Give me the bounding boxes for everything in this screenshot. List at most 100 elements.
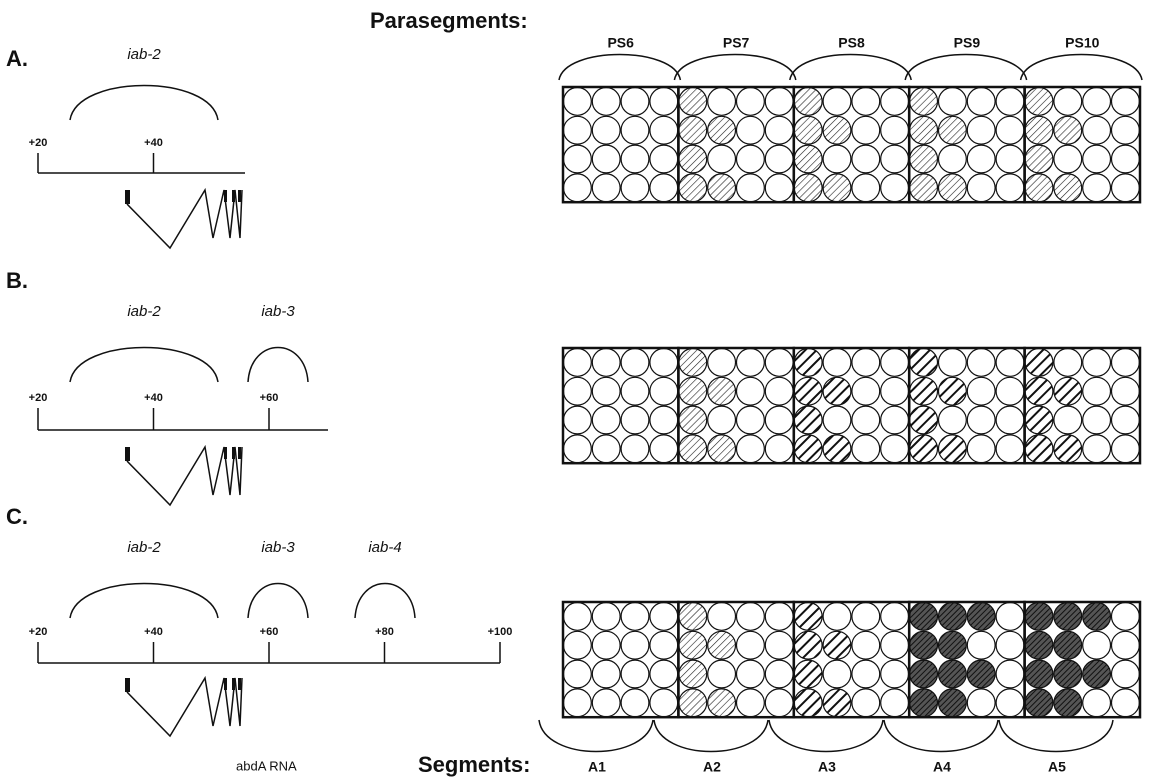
cell xyxy=(592,377,620,405)
cell xyxy=(650,660,678,688)
cell xyxy=(737,145,765,173)
coordinate-label: +60 xyxy=(260,392,279,404)
cell xyxy=(621,406,649,434)
cell xyxy=(1083,631,1111,659)
cell xyxy=(564,406,592,434)
cell xyxy=(996,88,1024,116)
cell xyxy=(708,174,736,202)
cell xyxy=(996,349,1024,377)
cell xyxy=(1083,603,1111,631)
cell xyxy=(852,377,880,405)
arc xyxy=(559,55,680,81)
cell xyxy=(737,603,765,631)
cell xyxy=(737,377,765,405)
cell xyxy=(1025,377,1053,405)
cell xyxy=(737,660,765,688)
coordinate-label: +40 xyxy=(144,392,163,404)
cell xyxy=(1025,435,1053,463)
cell xyxy=(852,603,880,631)
cell xyxy=(910,116,938,144)
cell xyxy=(881,660,909,688)
cell xyxy=(996,603,1024,631)
cell xyxy=(967,145,995,173)
cell xyxy=(621,660,649,688)
arc xyxy=(790,55,911,81)
cell xyxy=(910,631,938,659)
cell xyxy=(708,660,736,688)
cell xyxy=(765,174,793,202)
cell xyxy=(852,631,880,659)
cell xyxy=(564,174,592,202)
cell xyxy=(823,603,851,631)
cell xyxy=(765,377,793,405)
cell xyxy=(939,145,967,173)
cell xyxy=(967,603,995,631)
cell xyxy=(650,406,678,434)
exon xyxy=(232,190,235,202)
cell xyxy=(939,689,967,717)
cell xyxy=(1054,349,1082,377)
cell xyxy=(823,88,851,116)
cell xyxy=(1112,660,1140,688)
cell xyxy=(1025,689,1053,717)
cell xyxy=(564,88,592,116)
arc xyxy=(654,720,768,752)
cell xyxy=(679,145,707,173)
cell xyxy=(1054,88,1082,116)
cell xyxy=(996,406,1024,434)
cell xyxy=(852,145,880,173)
cell xyxy=(592,660,620,688)
cell xyxy=(881,689,909,717)
cell xyxy=(939,660,967,688)
coordinate-label: +20 xyxy=(29,392,48,404)
cell xyxy=(794,689,822,717)
cell xyxy=(1112,689,1140,717)
cell xyxy=(679,689,707,717)
exon xyxy=(232,447,235,459)
region-label: iab-3 xyxy=(261,539,295,556)
cell xyxy=(708,116,736,144)
cell xyxy=(823,435,851,463)
cell xyxy=(1112,631,1140,659)
arc xyxy=(674,55,795,81)
cell xyxy=(996,435,1024,463)
cell xyxy=(1054,377,1082,405)
exon xyxy=(238,678,241,690)
cell xyxy=(910,406,938,434)
arc xyxy=(70,584,218,619)
cell xyxy=(1083,145,1111,173)
coordinate-label: +20 xyxy=(29,137,48,149)
cell xyxy=(1112,603,1140,631)
cell xyxy=(564,435,592,463)
cell xyxy=(765,660,793,688)
cell xyxy=(592,88,620,116)
cell xyxy=(939,631,967,659)
cell xyxy=(679,377,707,405)
segment-label: A1 xyxy=(588,759,606,775)
cell xyxy=(592,603,620,631)
cell xyxy=(1054,660,1082,688)
cell xyxy=(1083,116,1111,144)
cell xyxy=(996,689,1024,717)
cell xyxy=(564,116,592,144)
cell xyxy=(765,116,793,144)
cell xyxy=(794,349,822,377)
cell xyxy=(1054,145,1082,173)
segment-label: A4 xyxy=(933,759,951,775)
cell xyxy=(1112,435,1140,463)
cell xyxy=(765,631,793,659)
cell xyxy=(852,689,880,717)
cell xyxy=(823,116,851,144)
cell xyxy=(823,145,851,173)
cell xyxy=(823,406,851,434)
arc xyxy=(1021,55,1142,81)
cell xyxy=(910,689,938,717)
cell xyxy=(1054,406,1082,434)
cell xyxy=(881,174,909,202)
cell xyxy=(564,145,592,173)
cell xyxy=(708,377,736,405)
cell xyxy=(1025,660,1053,688)
arc xyxy=(355,584,415,619)
cell xyxy=(737,406,765,434)
cell xyxy=(765,349,793,377)
